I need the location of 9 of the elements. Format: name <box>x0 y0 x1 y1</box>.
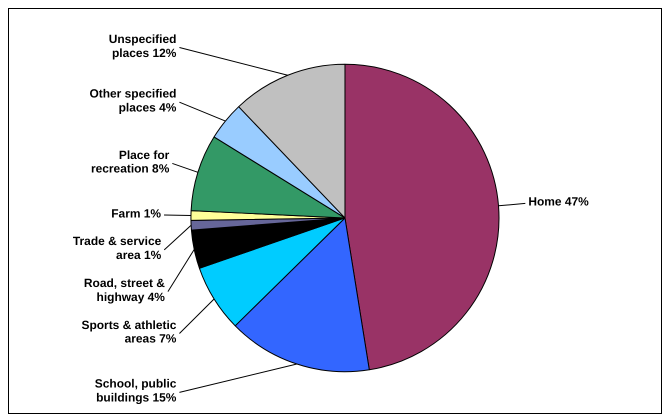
slice-label: Home 47% <box>528 194 590 209</box>
slice-label: School, public buildings 15% <box>94 376 177 405</box>
slice-label: Other specified places 4% <box>89 86 177 114</box>
slice-label: Farm 1% <box>111 206 162 220</box>
slice-label: Sports & athletic areas 7% <box>81 318 177 346</box>
slice-label: Unspecified places 12% <box>108 32 177 60</box>
slice-label: Trade & service area 1% <box>72 234 162 262</box>
slice-label: Place for recreation 8% <box>90 148 170 176</box>
slice-label: Road, street & highway 4% <box>84 276 166 304</box>
